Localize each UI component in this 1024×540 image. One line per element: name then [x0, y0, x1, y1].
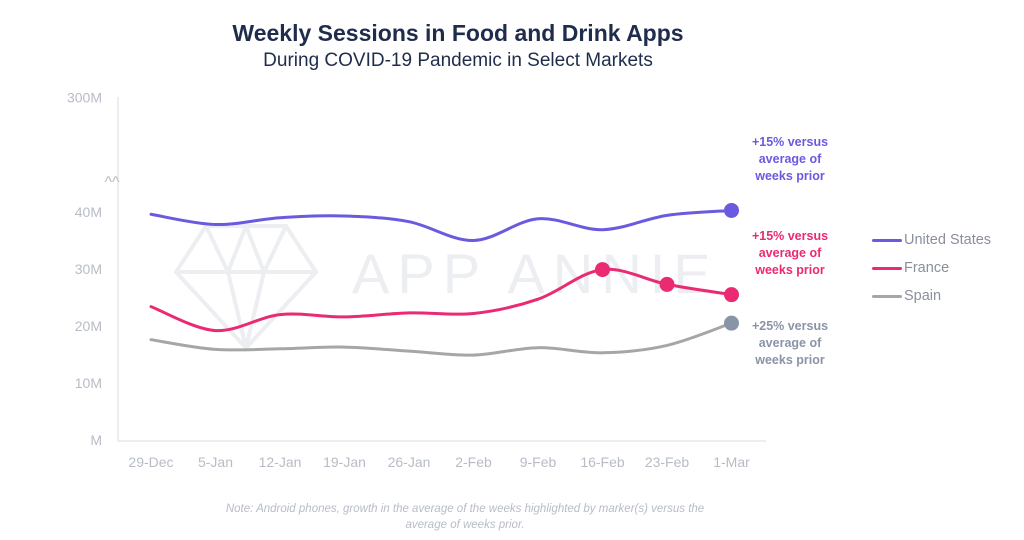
series-line-united-states [149, 209, 733, 243]
chart-footnote: Note: Android phones, growth in the aver… [225, 503, 705, 531]
x-tick-label: 29-Dec [128, 454, 173, 470]
y-tick-label: 40M [75, 204, 102, 220]
axis-break-marker: ^^ [104, 174, 120, 191]
annotation-line: +25% versus [752, 319, 828, 333]
x-tick-label: 9-Feb [520, 454, 557, 470]
y-tick-label: 20M [75, 318, 102, 334]
x-tick-label: 26-Jan [388, 454, 431, 470]
data-point-marker-spain [724, 315, 739, 331]
growth-annotation: +15% versus average of weeks prior [752, 229, 828, 277]
x-tick-label: 16-Feb [580, 454, 625, 470]
x-tick-label: 23-Feb [645, 454, 690, 470]
x-tick-label: 5-Jan [198, 454, 233, 470]
annotation-line: +15% versus [752, 229, 828, 243]
data-point-marker-france [659, 276, 675, 292]
legend-item: United States [872, 226, 991, 254]
x-tick-label: 12-Jan [259, 454, 302, 470]
annotation-line: average of [759, 152, 822, 166]
app-annie-watermark: APP ANNIE [173, 220, 719, 351]
annotation-line: weeks prior [754, 263, 825, 277]
annotation-line: +15% versus [752, 135, 828, 149]
growth-annotation: +15% versus average of weeks prior [752, 135, 828, 183]
legend-swatch [872, 266, 902, 270]
x-tick-label: 19-Jan [323, 454, 366, 470]
y-tick-label: 30M [75, 261, 102, 277]
legend-label: United States [904, 232, 992, 248]
y-tick-label: 300M [67, 90, 102, 106]
diamond-logo-icon [173, 220, 319, 351]
data-point-marker-france [724, 287, 739, 303]
annotation-line: weeks prior [754, 353, 825, 367]
legend-item: Spain [872, 282, 991, 310]
legend-label: Spain [904, 288, 942, 304]
x-tick-label: 2-Feb [455, 454, 492, 470]
y-tick-label: M [90, 432, 102, 448]
y-tick-label: 10M [75, 375, 102, 391]
data-point-marker-france [595, 262, 610, 278]
growth-annotation: +25% versus average of weeks prior [752, 319, 828, 367]
x-tick-label: 1-Mar [713, 454, 750, 470]
series-line-france [149, 267, 733, 333]
chart-title: Weekly Sessions in Food and Drink Apps [232, 20, 684, 46]
legend-label: France [904, 260, 950, 276]
legend-item: France [872, 254, 991, 282]
watermark-text: APP ANNIE [352, 242, 719, 305]
data-point-marker-united-states [724, 202, 739, 218]
annotation-line: average of [759, 336, 822, 350]
legend: United States France Spain [872, 226, 991, 310]
legend-swatch [872, 294, 902, 298]
series-line-spain [149, 321, 733, 357]
legend-swatch [872, 238, 902, 242]
annotation-line: weeks prior [754, 169, 825, 183]
annotation-line: average of [759, 246, 822, 260]
chart-subtitle: During COVID-19 Pandemic in Select Marke… [263, 50, 653, 71]
